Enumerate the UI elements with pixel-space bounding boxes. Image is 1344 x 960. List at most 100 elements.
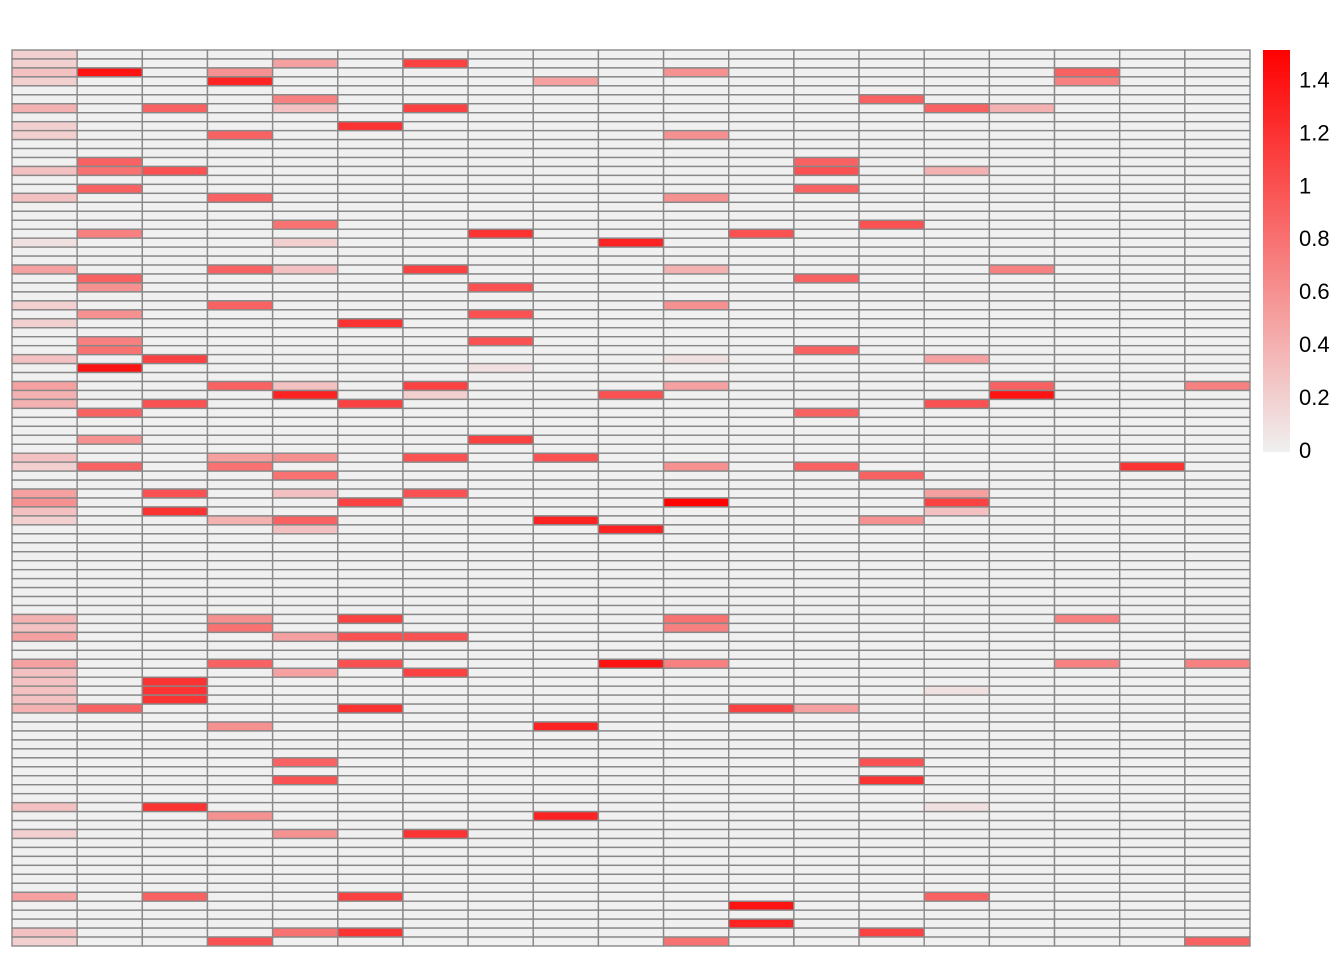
- heatmap-cell: [337, 595, 404, 607]
- heatmap-cell: [337, 318, 404, 329]
- heatmap-cell: [858, 712, 925, 723]
- heatmap-cell: [728, 568, 795, 580]
- heatmap-cell: [532, 273, 600, 284]
- heatmap-cell: [532, 443, 600, 454]
- heatmap-cell: [923, 470, 991, 481]
- heatmap-cell: [793, 344, 860, 356]
- heatmap-cell: [11, 407, 78, 419]
- heatmap-cell: [597, 739, 665, 750]
- heatmap-cell: [206, 318, 274, 329]
- heatmap-cell: [597, 909, 665, 920]
- heatmap-cell: [1184, 586, 1251, 598]
- heatmap-cell: [1053, 900, 1121, 911]
- heatmap-cell: [1118, 183, 1186, 195]
- heatmap-cell: [76, 398, 144, 410]
- heatmap-cell: [1053, 837, 1121, 849]
- heatmap-cell: [467, 309, 534, 320]
- heatmap-cell: [1118, 819, 1186, 831]
- heatmap-cell: [1184, 864, 1251, 876]
- heatmap-cell: [662, 837, 730, 849]
- heatmap-cell: [728, 147, 795, 159]
- heatmap-cell: [1184, 353, 1251, 365]
- heatmap-cell: [337, 291, 404, 302]
- heatmap-cell: [206, 685, 274, 696]
- heatmap-cell: [76, 76, 144, 87]
- heatmap-cell: [858, 156, 925, 168]
- heatmap-cell: [597, 147, 665, 159]
- heatmap-cell: [728, 327, 795, 338]
- heatmap-cell: [206, 112, 274, 123]
- heatmap-cell: [271, 703, 339, 714]
- heatmap-cell: [858, 927, 925, 938]
- heatmap-cell: [206, 586, 274, 598]
- heatmap-cell: [988, 766, 1056, 777]
- heatmap-cell: [1053, 67, 1121, 78]
- heatmap-cell: [337, 748, 404, 759]
- heatmap-cell: [662, 927, 730, 938]
- heatmap-cell: [141, 810, 209, 822]
- heatmap-cell: [923, 801, 991, 813]
- heatmap-cell: [597, 425, 665, 436]
- heatmap-cell: [793, 631, 860, 643]
- heatmap-cell: [402, 425, 469, 436]
- heatmap-cell: [988, 810, 1056, 822]
- heatmap-cell: [1118, 739, 1186, 750]
- heatmap-cell: [337, 846, 404, 858]
- heatmap-cell: [923, 909, 991, 920]
- heatmap-cell: [793, 927, 860, 938]
- heatmap-cell: [141, 76, 209, 87]
- heatmap-cell: [793, 542, 860, 553]
- heatmap-cell: [923, 67, 991, 78]
- heatmap-cell: [1118, 443, 1186, 454]
- heatmap-cell: [923, 631, 991, 643]
- heatmap-cell: [728, 828, 795, 840]
- heatmap-cell: [141, 49, 209, 60]
- heatmap-cell: [76, 183, 144, 195]
- heatmap-cell: [337, 201, 404, 212]
- heatmap-cell: [858, 362, 925, 374]
- heatmap-cell: [728, 282, 795, 293]
- heatmap-cell: [11, 551, 78, 562]
- heatmap-cell: [1118, 685, 1186, 696]
- heatmap-cell: [923, 873, 991, 884]
- heatmap-cell: [597, 255, 665, 266]
- heatmap-cell: [467, 362, 534, 374]
- heatmap-cell: [76, 461, 144, 472]
- heatmap-cell: [337, 515, 404, 526]
- heatmap-cell: [597, 801, 665, 813]
- heatmap-cell: [988, 112, 1056, 123]
- heatmap-cell: [141, 855, 209, 867]
- heatmap-cell: [728, 120, 795, 132]
- heatmap-cell: [402, 810, 469, 822]
- heatmap-cell: [728, 595, 795, 607]
- heatmap-cell: [662, 318, 730, 329]
- heatmap-cell: [206, 640, 274, 652]
- heatmap-cell: [11, 219, 78, 230]
- heatmap-cell: [402, 801, 469, 813]
- heatmap-cell: [206, 461, 274, 472]
- heatmap-cell: [728, 112, 795, 123]
- heatmap-cell: [728, 407, 795, 419]
- heatmap-cell: [1118, 586, 1186, 598]
- heatmap-cell: [793, 479, 860, 490]
- heatmap-cell: [206, 855, 274, 867]
- heatmap-cell: [11, 76, 78, 87]
- heatmap-cell: [1053, 748, 1121, 759]
- heatmap-cell: [271, 67, 339, 78]
- heatmap-cell: [402, 156, 469, 168]
- heatmap-cell: [337, 828, 404, 840]
- heatmap-cell: [532, 828, 600, 840]
- heatmap-cell: [206, 560, 274, 571]
- heatmap-cell: [402, 846, 469, 858]
- heatmap-cell: [597, 810, 665, 822]
- heatmap-cell: [858, 353, 925, 365]
- heatmap-cell: [206, 336, 274, 347]
- heatmap-cell: [988, 855, 1056, 867]
- heatmap-cell: [206, 192, 274, 204]
- heatmap-cell: [858, 676, 925, 687]
- heatmap-cell: [1053, 533, 1121, 544]
- heatmap-cell: [206, 712, 274, 723]
- heatmap-cell: [988, 344, 1056, 356]
- heatmap-cell: [988, 631, 1056, 643]
- heatmap-cell: [402, 748, 469, 759]
